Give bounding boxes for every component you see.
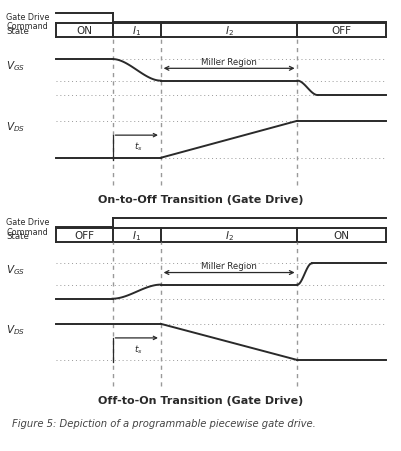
Text: Gate Drive: Gate Drive	[6, 13, 49, 22]
Text: $V_{DS}$: $V_{DS}$	[6, 120, 25, 133]
Text: $I_2$: $I_2$	[224, 229, 233, 243]
Text: OFF: OFF	[331, 26, 351, 36]
Text: Command: Command	[6, 23, 48, 31]
Text: OFF: OFF	[74, 231, 94, 241]
Text: Miller Region: Miller Region	[201, 58, 256, 67]
Text: ON: ON	[333, 231, 349, 241]
Text: State: State	[6, 27, 29, 36]
Text: $V_{DS}$: $V_{DS}$	[6, 322, 25, 336]
Text: $V_{GS}$: $V_{GS}$	[6, 263, 25, 277]
Text: Figure 5: Depiction of a programmable piecewise gate drive.: Figure 5: Depiction of a programmable pi…	[12, 418, 315, 428]
Text: State: State	[6, 231, 29, 240]
Text: $I_2$: $I_2$	[224, 24, 233, 38]
Text: Miller Region: Miller Region	[201, 262, 256, 271]
Text: $t_s$: $t_s$	[134, 140, 143, 153]
Text: Gate Drive: Gate Drive	[6, 218, 49, 227]
Text: Off-to-On Transition (Gate Drive): Off-to-On Transition (Gate Drive)	[98, 396, 303, 405]
Text: ON: ON	[76, 26, 92, 36]
Text: On-to-Off Transition (Gate Drive): On-to-Off Transition (Gate Drive)	[98, 195, 303, 205]
Text: $I_1$: $I_1$	[132, 229, 141, 243]
Text: Command: Command	[6, 227, 48, 236]
Text: $V_{GS}$: $V_{GS}$	[6, 59, 25, 73]
Text: $I_1$: $I_1$	[132, 24, 141, 38]
Text: $t_s$: $t_s$	[134, 343, 143, 355]
